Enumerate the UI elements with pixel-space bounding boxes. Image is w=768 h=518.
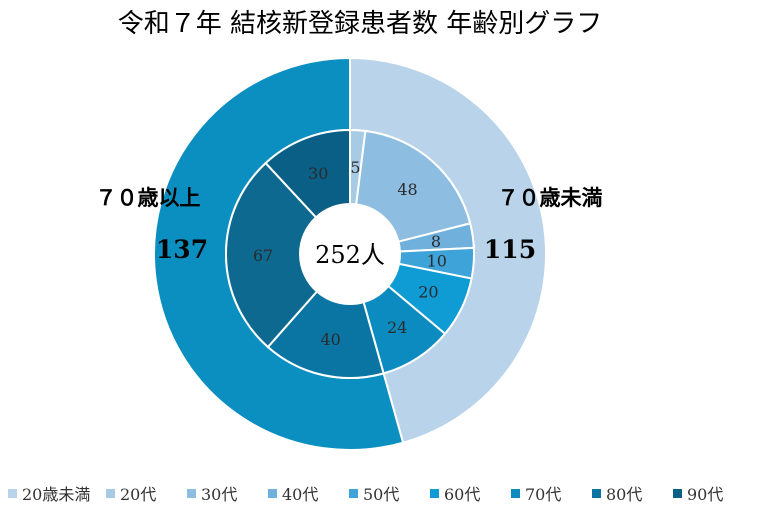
legend-swatch: [349, 489, 358, 498]
legend-label: 40代: [282, 485, 318, 504]
legend-swatch: [673, 489, 682, 498]
slice-value-label: 40: [320, 330, 340, 349]
slice-value-label: 67: [253, 246, 273, 265]
legend-label: 50代: [363, 485, 399, 504]
donut-hole: [300, 204, 400, 304]
legend-label: 20歳未満: [22, 485, 90, 504]
slice-value-label: 48: [397, 180, 417, 199]
outer-label-70-plus: ７０歳以上: [96, 185, 201, 210]
legend-label: 30代: [201, 485, 237, 504]
slice-value-label: 5: [350, 158, 360, 177]
legend-swatch: [187, 489, 196, 498]
slice-value-label: 20: [418, 283, 438, 302]
outer-value-70-plus: 137: [156, 235, 208, 264]
legend-swatch: [8, 489, 17, 498]
legend-swatch: [592, 489, 601, 498]
legend-label: 60代: [444, 485, 480, 504]
slice-value-label: 24: [387, 318, 407, 337]
legend-label: 80代: [606, 485, 642, 504]
center-total-label: 252人: [315, 241, 385, 269]
chart-title: 令和７年 結核新登録患者数 年齢別グラフ: [118, 9, 603, 39]
legend-label: 90代: [687, 485, 723, 504]
legend-swatch: [430, 489, 439, 498]
legend-label: 70代: [525, 485, 561, 504]
legend-label: 20代: [120, 485, 156, 504]
legend-swatch: [106, 489, 115, 498]
legend-swatch: [511, 489, 520, 498]
legend-swatch: [268, 489, 277, 498]
outer-value-under-70: 115: [484, 235, 536, 264]
slice-value-label: 8: [431, 232, 441, 251]
outer-label-under-70: ７０歳未満: [498, 185, 603, 210]
legend: 20歳未満 20代 30代 40代 50代 60代 70代 80代 90代: [8, 485, 723, 504]
slice-value-label: 30: [308, 164, 328, 183]
slice-value-label: 10: [427, 252, 447, 271]
